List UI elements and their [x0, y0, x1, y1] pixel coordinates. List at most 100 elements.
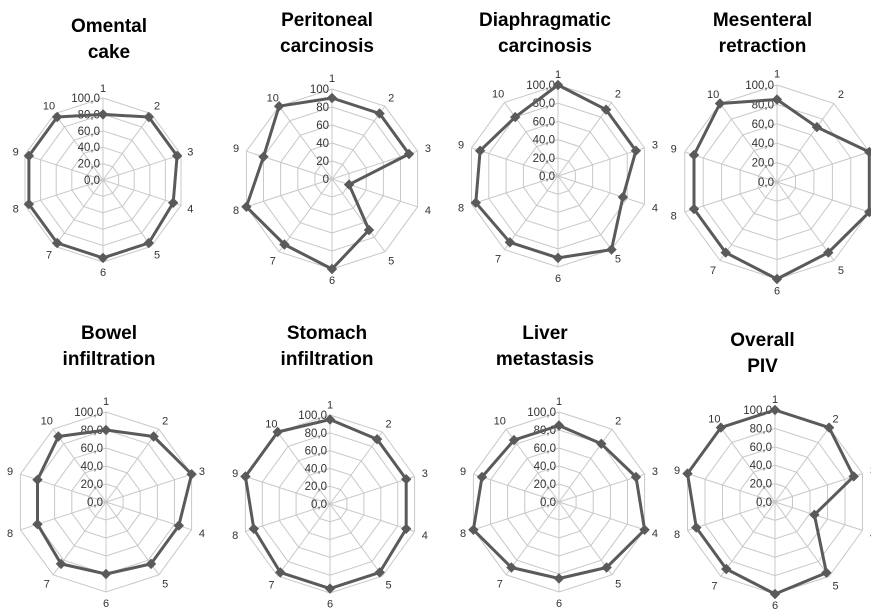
data-point: [864, 146, 871, 158]
data-point: [553, 573, 565, 584]
grid-spoke: [278, 178, 333, 253]
grid-spoke: [557, 147, 645, 177]
data-point: [186, 468, 197, 480]
panel-title-line: carcinosis: [498, 36, 592, 57]
category-label: 1: [329, 73, 335, 85]
data-point: [363, 224, 375, 236]
category-label: 8: [7, 528, 13, 540]
grid-spoke: [558, 428, 613, 503]
category-label: 6: [555, 273, 561, 285]
tick-label: 0,0: [539, 171, 555, 183]
tick-label: 60,0: [81, 443, 103, 455]
category-label: 10: [708, 414, 720, 426]
category-label: 6: [329, 275, 335, 287]
grid-spoke: [776, 181, 870, 213]
series-line: [474, 83, 638, 260]
data-point: [143, 237, 155, 249]
data-point: [171, 150, 183, 162]
tick-label: 40,0: [81, 461, 103, 473]
grid-spoke: [719, 103, 778, 183]
radar-panel-mesenteral-retraction: Mesenteral retraction 0,0 20,0 40,0 60,0 80,…: [654, 0, 871, 305]
category-label: 7: [46, 249, 52, 261]
tick-label: 100: [310, 84, 329, 96]
data-point: [326, 263, 338, 275]
data-point: [811, 121, 823, 133]
category-label: 8: [671, 211, 677, 223]
radar-panel-overall-piv: Overall PIV 0,020,040,060,080,0100,01234…: [654, 305, 871, 611]
grid-spoke: [684, 151, 778, 183]
tick-label: 20,0: [750, 479, 772, 491]
grid-spoke: [329, 503, 383, 577]
panel-title-line: PIV: [747, 356, 778, 377]
category-label: 2: [833, 414, 839, 426]
tick-label: 0,0: [311, 499, 327, 511]
panel-title-line: infiltration: [62, 349, 156, 370]
grid-spoke: [687, 501, 776, 531]
tick-label: 60,0: [534, 443, 556, 455]
data-point: [809, 509, 820, 521]
category-label: 7: [710, 265, 716, 277]
category-label: 8: [232, 530, 238, 542]
grid-spoke: [329, 503, 415, 532]
category-label: 4: [187, 203, 193, 215]
category-label: 10: [43, 101, 55, 113]
category-label: 1: [556, 396, 562, 408]
tick-label: 0,0: [756, 497, 772, 509]
panel-title: Stomach infiltration: [218, 321, 436, 373]
grid-spoke: [54, 113, 104, 181]
category-label: 2: [388, 93, 394, 105]
data-point: [715, 422, 727, 433]
tick-label: 60,0: [305, 446, 327, 458]
tick-label: 80,0: [305, 428, 327, 440]
tick-label: 80,0: [752, 99, 774, 111]
data-point: [279, 239, 290, 250]
radar-panel-diaphragmatic-carcinosis: Diaphragmatic carcinosis 0,0 20,0 40,0 60,0…: [436, 0, 658, 305]
category-label: 1: [774, 68, 780, 80]
grid-spoke: [558, 501, 613, 576]
grid-spoke: [278, 105, 333, 180]
category-label: 8: [460, 528, 466, 540]
panel-title: Omental cake: [0, 14, 218, 66]
category-label: 5: [386, 580, 392, 592]
data-point: [468, 524, 479, 536]
radar-panel-bowel-infiltration: Bowel infiltration 0,0 20,0 40,0 60,0 80,0 10…: [0, 305, 218, 611]
data-point: [476, 471, 488, 483]
category-label: 5: [833, 580, 839, 592]
category-label: 1: [103, 396, 109, 408]
category-label: 4: [199, 528, 205, 540]
category-label: 8: [233, 205, 239, 217]
data-point: [601, 562, 612, 573]
tick-label: 0,0: [758, 177, 774, 189]
tick-label: 60: [316, 120, 329, 132]
category-label: 9: [674, 465, 680, 477]
category-label: 10: [267, 93, 279, 105]
data-point: [769, 404, 781, 416]
data-point: [23, 198, 35, 210]
category-label: 3: [422, 468, 428, 480]
data-point: [100, 568, 112, 580]
data-point: [771, 273, 783, 285]
panel-title-line: Liver: [522, 323, 568, 344]
category-label: 5: [154, 249, 160, 261]
category-label: 4: [652, 528, 658, 540]
tick-label: 100,0: [527, 407, 556, 419]
tick-label: 100,0: [74, 407, 103, 419]
category-label: 8: [674, 529, 680, 541]
category-label: 6: [772, 600, 778, 611]
category-label: 3: [187, 147, 193, 159]
grid-spoke: [54, 179, 104, 247]
tick-label: 20,0: [533, 153, 555, 165]
tick-label: 60,0: [533, 116, 555, 128]
data-point: [241, 201, 252, 213]
grid-spoke: [557, 175, 645, 205]
panel-title: Peritoneal carcinosis: [218, 8, 436, 60]
radar-panel-omental-cake: Omental cake 0,0 20,0 40,0 60,0 80,0 100,0 1 2 3…: [0, 0, 218, 305]
category-label: 9: [7, 466, 13, 478]
tick-label: 20,0: [534, 479, 556, 491]
category-label: 8: [458, 203, 464, 215]
data-point: [470, 197, 482, 208]
tick-label: 20,0: [752, 158, 774, 170]
grid-spoke: [776, 181, 835, 261]
grid-spoke: [557, 175, 612, 250]
